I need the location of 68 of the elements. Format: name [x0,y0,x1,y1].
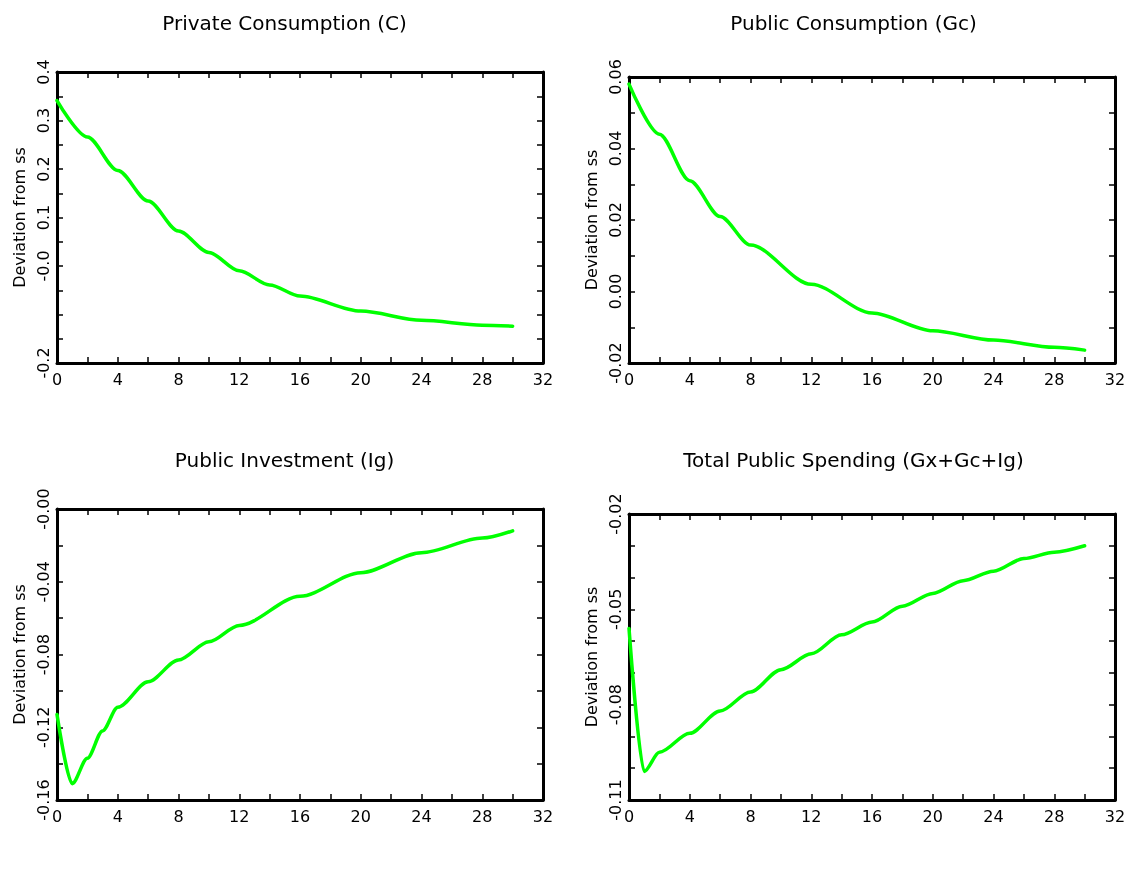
y-tick-label: -0.05 [605,588,625,631]
x-tick-label: 4 [112,369,123,389]
y-tick-label: -0.16 [33,779,53,821]
line-series [627,82,1087,352]
x-tick-label: 0 [623,806,635,826]
x-tick-label: 8 [745,806,756,826]
x-tick-label: 8 [173,806,184,826]
x-tick-label: 16 [289,369,311,389]
y-axis-title: Deviation from ss [581,586,601,728]
y-tick-label: 0.00 [605,273,625,310]
y-tick-label: -0.12 [33,706,53,748]
y-tick-label: 0.06 [605,59,625,95]
y-tick-label: 0.1 [33,204,53,231]
x-tick-label: 24 [983,806,1004,826]
y-tick-label: 0.02 [605,202,625,238]
chart-title: Total Public Spending (Gx+Gc+Ig) [682,448,1024,472]
y-axis-title: Deviation from ss [9,147,29,288]
x-tick-label: 16 [861,369,883,389]
y-tick-label: -0.04 [33,561,53,603]
x-tick-label: 32 [532,369,554,389]
x-tick-label: 20 [350,806,371,826]
x-tick-label: 28 [472,806,493,826]
chart-title: Private Consumption (C) [162,11,407,35]
chart-title: Public Investment (Ig) [174,448,395,472]
x-tick-label: 16 [861,806,883,826]
line-series [55,98,515,328]
chart-title: Public Consumption (Gc) [730,11,977,35]
y-tick-label: -0.02 [605,493,625,535]
x-tick-label: 4 [684,369,695,389]
x-tick-label: 20 [922,369,943,389]
x-tick-label: 24 [411,369,432,389]
x-tick-label: 12 [229,369,250,389]
x-tick-label: 12 [801,369,822,389]
y-tick-label: -0.11 [605,779,625,821]
y-tick-label: -0.08 [33,633,53,676]
x-tick-label: 28 [1044,369,1065,389]
y-tick-label: 0.3 [33,107,53,134]
x-tick-label: 0 [623,369,635,389]
y-tick-label: -0.00 [33,488,53,530]
x-tick-label: 4 [684,806,695,826]
y-axis-title: Deviation from ss [581,149,601,291]
x-tick-label: 0 [51,806,63,826]
y-tick-label: -0.08 [605,683,625,726]
line-series [55,529,515,786]
y-tick-label: 0.2 [33,156,53,182]
x-tick-label: 20 [922,806,943,826]
x-tick-label: 24 [983,369,1004,389]
y-axis-title: Deviation from ss [9,584,29,725]
y-tick-label: 0.04 [605,130,625,167]
x-tick-label: 4 [112,806,123,826]
x-tick-label: 0 [51,369,63,389]
x-tick-label: 28 [1044,806,1065,826]
x-tick-label: 28 [472,369,493,389]
y-tick-label: 0.4 [33,59,53,85]
x-tick-label: 8 [745,369,756,389]
y-tick-label: -0.02 [605,342,625,384]
x-tick-label: 32 [1104,369,1126,389]
y-tick-label: -0.0 [33,250,53,282]
x-tick-label: 20 [350,369,371,389]
y-tick-label: -0.2 [33,347,53,379]
x-tick-label: 8 [173,369,184,389]
x-tick-label: 24 [411,806,432,826]
x-tick-label: 12 [229,806,250,826]
x-tick-label: 32 [1104,806,1126,826]
x-tick-label: 16 [289,806,311,826]
line-series [627,544,1087,774]
x-tick-label: 12 [801,806,822,826]
x-tick-label: 32 [532,806,554,826]
